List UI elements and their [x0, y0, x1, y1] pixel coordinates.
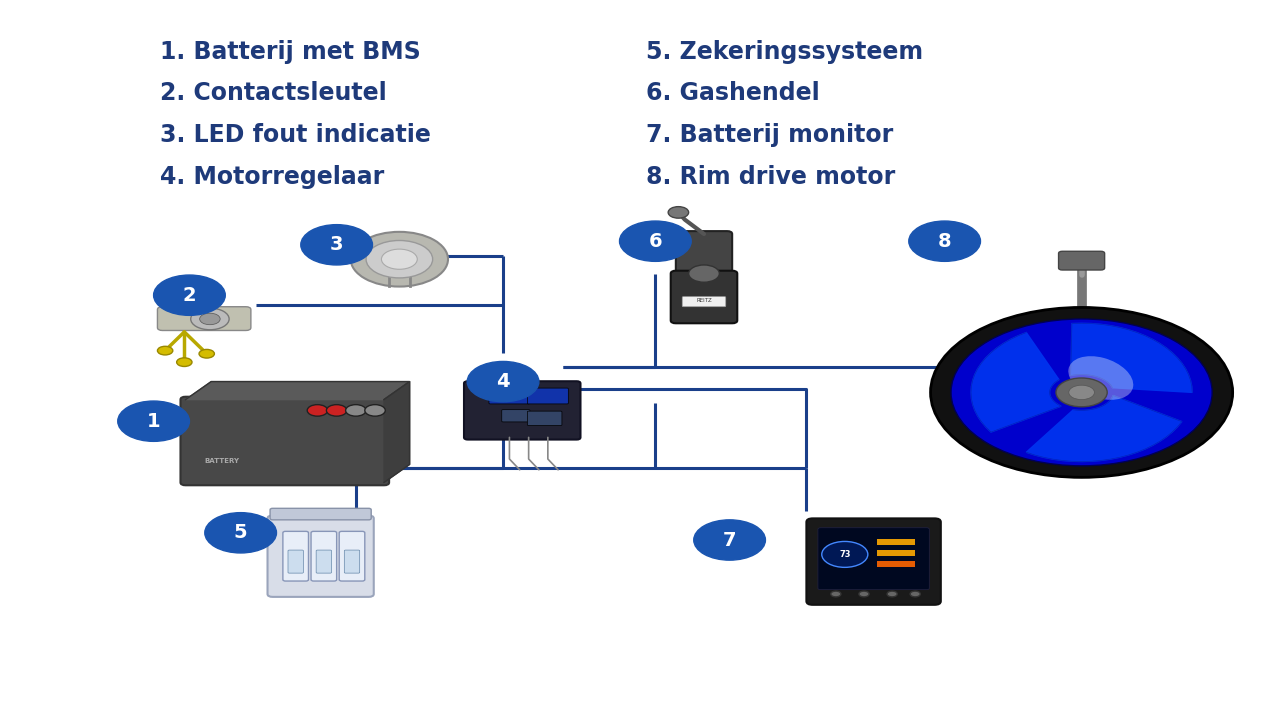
Circle shape [366, 240, 433, 278]
Text: 6. Gashendel: 6. Gashendel [646, 81, 820, 105]
Text: 8. Rim drive motor: 8. Rim drive motor [646, 165, 896, 189]
FancyBboxPatch shape [877, 539, 915, 545]
Circle shape [1069, 385, 1094, 400]
Polygon shape [972, 333, 1061, 432]
Circle shape [200, 313, 220, 325]
Text: BATTERY: BATTERY [205, 459, 239, 464]
Circle shape [467, 361, 539, 402]
Circle shape [831, 591, 841, 597]
Circle shape [351, 232, 448, 287]
FancyBboxPatch shape [877, 550, 915, 556]
Circle shape [381, 249, 417, 269]
FancyBboxPatch shape [268, 516, 374, 597]
Polygon shape [186, 382, 410, 400]
Circle shape [951, 319, 1212, 466]
Circle shape [326, 405, 347, 416]
FancyBboxPatch shape [502, 410, 530, 422]
Circle shape [620, 221, 691, 261]
FancyBboxPatch shape [311, 531, 337, 581]
Circle shape [694, 520, 765, 560]
Text: 5: 5 [234, 523, 247, 542]
Circle shape [301, 225, 372, 265]
FancyBboxPatch shape [818, 528, 929, 590]
FancyBboxPatch shape [1059, 251, 1105, 270]
Text: 4: 4 [497, 372, 509, 391]
FancyBboxPatch shape [806, 518, 941, 605]
Circle shape [307, 405, 328, 416]
Text: 2. Contactsleutel: 2. Contactsleutel [160, 81, 387, 105]
Text: 3: 3 [330, 235, 343, 254]
Text: 1: 1 [147, 412, 160, 431]
Text: 4. Motorregelaar: 4. Motorregelaar [160, 165, 384, 189]
Circle shape [859, 591, 869, 597]
Circle shape [198, 349, 215, 358]
Circle shape [910, 591, 920, 597]
Circle shape [689, 265, 719, 282]
FancyBboxPatch shape [682, 297, 726, 307]
FancyBboxPatch shape [157, 307, 251, 330]
Circle shape [191, 308, 229, 330]
FancyBboxPatch shape [288, 550, 303, 573]
Circle shape [1056, 378, 1107, 407]
FancyBboxPatch shape [344, 550, 360, 573]
Polygon shape [1070, 323, 1192, 392]
Text: 2: 2 [183, 286, 196, 305]
Circle shape [887, 591, 897, 597]
Circle shape [365, 405, 385, 416]
Circle shape [118, 401, 189, 441]
FancyBboxPatch shape [180, 397, 389, 485]
Text: 8: 8 [938, 232, 951, 251]
FancyBboxPatch shape [877, 561, 915, 567]
Circle shape [157, 346, 173, 355]
Circle shape [346, 405, 366, 416]
Text: 6: 6 [649, 232, 662, 251]
Text: 5. Zekeringssysteem: 5. Zekeringssysteem [646, 40, 924, 63]
FancyBboxPatch shape [339, 531, 365, 581]
Circle shape [154, 275, 225, 315]
FancyBboxPatch shape [270, 508, 371, 520]
Circle shape [205, 513, 276, 553]
FancyBboxPatch shape [527, 388, 568, 404]
Text: REITZ: REITZ [696, 297, 712, 302]
FancyBboxPatch shape [527, 411, 562, 426]
Text: 7: 7 [723, 531, 736, 549]
Ellipse shape [1069, 356, 1133, 400]
Circle shape [668, 207, 689, 218]
Circle shape [177, 358, 192, 366]
FancyBboxPatch shape [465, 381, 581, 439]
FancyBboxPatch shape [283, 531, 308, 581]
FancyBboxPatch shape [489, 388, 530, 404]
Circle shape [822, 541, 868, 567]
Text: 3. LED fout indicatie: 3. LED fout indicatie [160, 123, 431, 147]
Circle shape [909, 221, 980, 261]
Polygon shape [1027, 395, 1181, 462]
Polygon shape [384, 382, 410, 482]
Text: 1. Batterij met BMS: 1. Batterij met BMS [160, 40, 421, 63]
Circle shape [931, 307, 1233, 477]
FancyBboxPatch shape [671, 271, 737, 323]
FancyBboxPatch shape [316, 550, 332, 573]
Text: 7. Batterij monitor: 7. Batterij monitor [646, 123, 893, 147]
Text: 73: 73 [840, 550, 850, 559]
Circle shape [490, 389, 503, 396]
FancyBboxPatch shape [676, 231, 732, 276]
